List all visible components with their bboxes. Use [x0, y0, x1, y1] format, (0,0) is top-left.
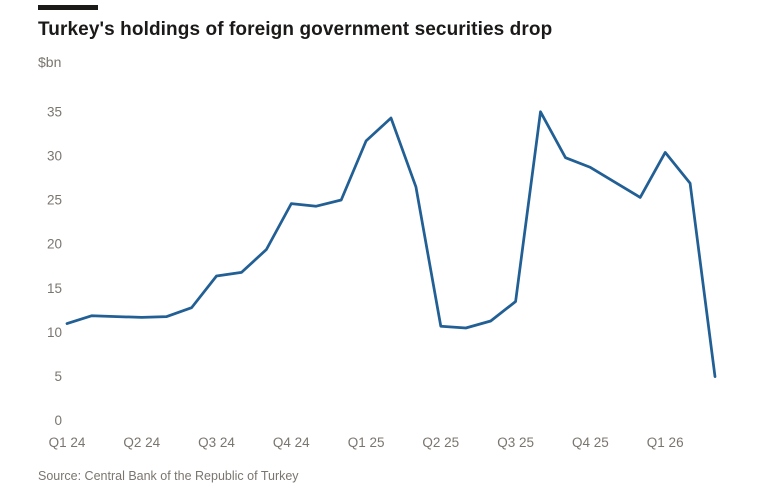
x-axis-tick-label: Q1 24: [49, 435, 86, 450]
y-axis-tick-label: 15: [47, 281, 62, 296]
x-axis-tick-label: Q4 24: [273, 435, 310, 450]
x-axis-tick-label: Q4 25: [572, 435, 609, 450]
source-note: Source: Central Bank of the Republic of …: [38, 469, 299, 483]
x-axis-tick-label: Q3 24: [198, 435, 235, 450]
x-axis-tick-label: Q1 26: [647, 435, 684, 450]
y-axis-tick-label: 25: [47, 193, 62, 208]
x-axis-tick-label: Q2 25: [422, 435, 459, 450]
y-axis-unit-label: $bn: [38, 54, 62, 70]
holdings-line-series: [65, 110, 717, 378]
x-axis-tick-label: Q2 24: [123, 435, 160, 450]
y-axis-tick-label: 30: [47, 148, 62, 163]
y-axis-tick-label: 10: [47, 325, 62, 340]
page-title: Turkey's holdings of foreign government …: [38, 19, 553, 40]
x-axis-tick-label: Q1 25: [348, 435, 385, 450]
y-axis-tick-label: 0: [54, 413, 62, 428]
x-axis-tick-label: Q3 25: [497, 435, 534, 450]
accent-bar: [38, 5, 98, 10]
y-axis-tick-label: 20: [47, 237, 62, 252]
y-axis-tick-label: 5: [54, 369, 62, 384]
y-axis-tick-label: 35: [47, 104, 62, 119]
